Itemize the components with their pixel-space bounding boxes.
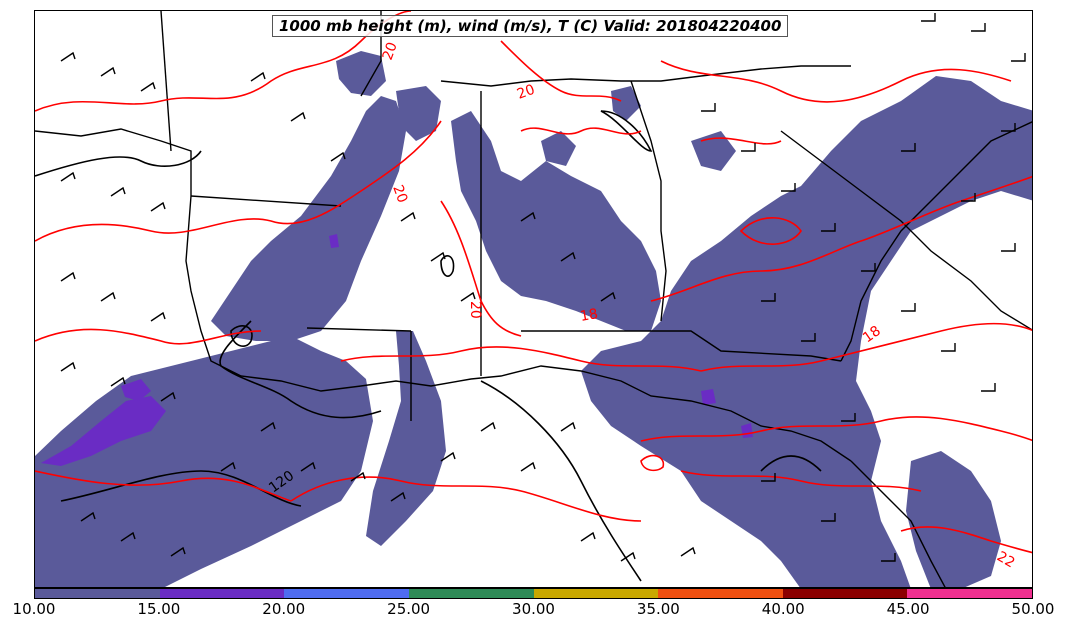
temperature-label: 20: [467, 301, 483, 319]
colorbar-tick-label: 50.00: [1011, 600, 1055, 618]
colorbar: [34, 588, 1033, 599]
colorbar-segment: [284, 589, 409, 598]
temperature-label: 20: [515, 82, 537, 103]
colorbar-tick-label: 25.00: [387, 600, 431, 618]
temperature-contours: [35, 11, 1032, 554]
wind-barbs: [60, 13, 1026, 562]
colorbar-tick-label: 45.00: [886, 600, 930, 618]
temperature-label: 18: [579, 306, 599, 325]
map-title: 1000 mb height (m), wind (m/s), T (C) Va…: [272, 15, 789, 37]
map-panel: 20 20 20 20 18 18 22 120: [34, 10, 1033, 588]
temperature-label: 20: [389, 183, 410, 205]
colorbar-tick-label: 20.00: [262, 600, 306, 618]
colorbar-segment: [35, 589, 160, 598]
colorbar-tick-label: 15.00: [137, 600, 181, 618]
colorbar-segment: [408, 589, 534, 598]
colorbar-segment: [907, 589, 1032, 598]
weather-map: 20 20 20 20 18 18 22 120: [35, 11, 1032, 587]
colorbar-segment: [782, 589, 908, 598]
colorbar-segment: [159, 589, 285, 598]
colorbar-segment: [658, 589, 783, 598]
colorbar-ticks: 10.00 15.00 20.00 25.00 30.00 35.00 40.00 45.00…: [0, 600, 1065, 630]
colorbar-tick-label: 40.00: [761, 600, 805, 618]
precipitation-shading: [35, 51, 1032, 587]
colorbar-tick-label: 35.00: [636, 600, 680, 618]
temperature-label: 20: [380, 40, 401, 62]
colorbar-tick-label: 10.00: [12, 600, 56, 618]
colorbar-tick-label: 30.00: [512, 600, 555, 618]
state-and-coast-borders: [35, 11, 1032, 587]
temperature-label: 22: [994, 549, 1017, 572]
height-contours: [35, 110, 822, 582]
colorbar-segment: [533, 589, 659, 598]
